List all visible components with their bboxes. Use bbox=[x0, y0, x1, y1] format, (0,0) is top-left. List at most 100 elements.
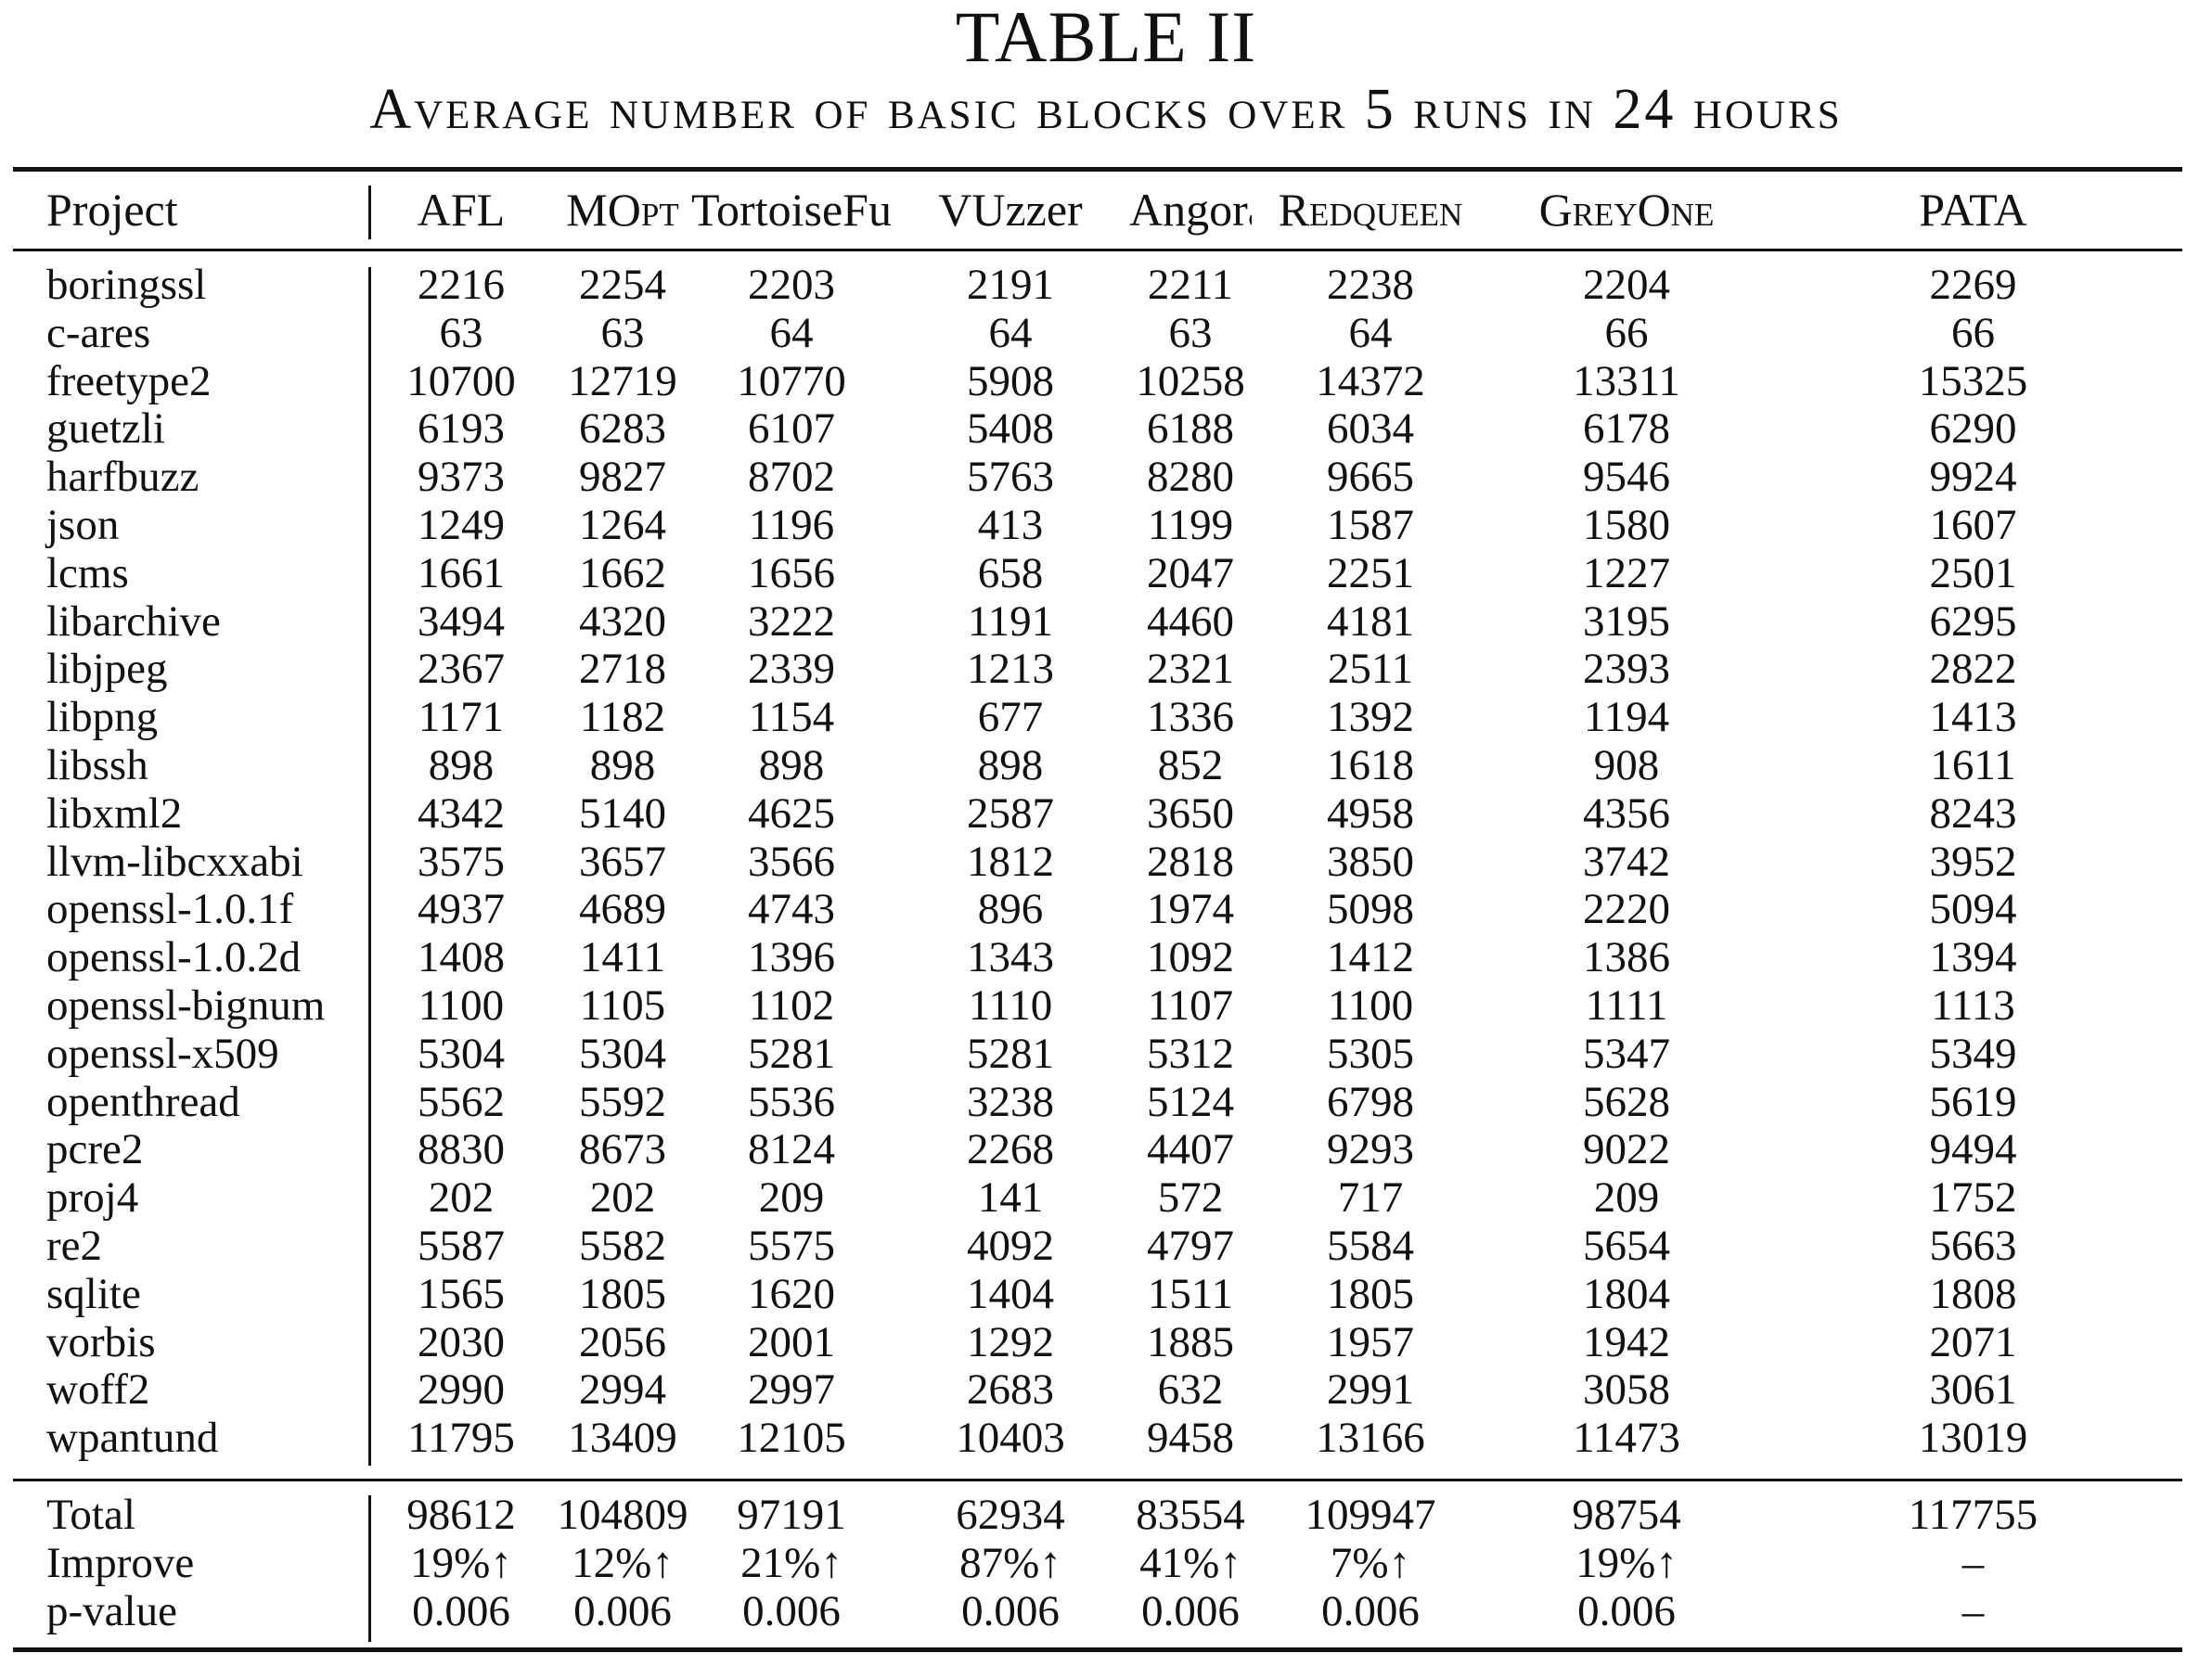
table-cell: 1805 bbox=[1327, 1270, 1414, 1318]
table-cell: 2238 bbox=[1327, 262, 1414, 309]
row-label: pcre2 bbox=[46, 1126, 144, 1174]
summary-row: p-value 0.006 0.006 0.006 0.006 0.006 0.006 0.0… bbox=[13, 1588, 2182, 1636]
table-cell: 2211 bbox=[1147, 262, 1234, 309]
table-cell: 9293 bbox=[1327, 1126, 1414, 1174]
table-cell: 6034 bbox=[1327, 405, 1414, 454]
table-cell: 4958 bbox=[1327, 789, 1414, 838]
table-cell: 2047 bbox=[1147, 549, 1234, 597]
table-cell: 2997 bbox=[748, 1366, 835, 1415]
row-label: openssl-x509 bbox=[46, 1030, 279, 1078]
row-label: libpng bbox=[46, 694, 159, 742]
table-cell: 66 bbox=[1951, 309, 1995, 357]
table-row: pcre2 8830 8673 8124 2268 4407 9293 9022 9494 bbox=[13, 1126, 2182, 1174]
table-cell: 9924 bbox=[1929, 454, 2017, 502]
table-cell: 1413 bbox=[1929, 694, 2017, 742]
table-cell: 202 bbox=[428, 1174, 495, 1223]
table-cell: 2991 bbox=[1327, 1366, 1414, 1415]
table-cell: 1110 bbox=[968, 981, 1053, 1030]
row-label: openssl-1.0.1f bbox=[46, 886, 294, 934]
table-cell: 12719 bbox=[568, 357, 677, 405]
table-cell: 4407 bbox=[1147, 1126, 1234, 1174]
table-cell: 677 bbox=[977, 694, 1044, 742]
table-cell: 1408 bbox=[418, 934, 505, 982]
table-cell: 3195 bbox=[1583, 597, 1670, 646]
table-cell: 5408 bbox=[967, 405, 1054, 454]
table-cell: 1194 bbox=[1583, 694, 1670, 742]
table-cell: 2251 bbox=[1327, 549, 1414, 597]
column-header-redqueen: Redqueen bbox=[1278, 184, 1463, 236]
table-cell: 3742 bbox=[1583, 838, 1670, 886]
table-cell: 8124 bbox=[748, 1126, 835, 1174]
table-row: openthread 5562 5592 5536 3238 5124 6798 5628 56… bbox=[13, 1079, 2182, 1127]
column-header-mopt: MOpt bbox=[566, 184, 679, 236]
table-cell: 3494 bbox=[418, 597, 505, 646]
table-cell: 6798 bbox=[1327, 1078, 1414, 1126]
table-cell: 4356 bbox=[1583, 789, 1670, 838]
table-cell: 8830 bbox=[418, 1126, 505, 1174]
table-cell: 1396 bbox=[748, 934, 835, 982]
table-cell: 1611 bbox=[1930, 741, 2016, 789]
table-cell: 209 bbox=[758, 1174, 825, 1223]
table-cell: 6178 bbox=[1583, 405, 1670, 454]
table-cell: 2393 bbox=[1583, 646, 1670, 694]
table-cell: 4320 bbox=[579, 597, 666, 646]
table-cell: 4689 bbox=[579, 886, 666, 934]
column-header-vuzzer: VUzzer bbox=[938, 184, 1083, 236]
column-header-afl: AFL bbox=[417, 184, 506, 236]
table-cell: 4625 bbox=[748, 789, 835, 838]
header-row: Project AFL MOpt TortoiseFuzz VUzzer Ang… bbox=[13, 173, 2182, 247]
table-number: TABLE II bbox=[955, 0, 1257, 77]
table-cell: 898 bbox=[758, 741, 825, 789]
table-caption: Average number of basic blocks over 5 ru… bbox=[369, 78, 1843, 141]
table-cell: 1804 bbox=[1583, 1270, 1670, 1318]
table-cell: 4181 bbox=[1327, 597, 1414, 646]
header-rule bbox=[13, 249, 2182, 251]
table-cell: 5304 bbox=[418, 1030, 505, 1078]
row-label: lcms bbox=[46, 549, 129, 597]
table-cell: 3952 bbox=[1929, 838, 2017, 886]
table-row: openssl-1.0.1f 4937 4689 4743 896 1974 5098 222… bbox=[13, 886, 2182, 934]
table-cell: 1196 bbox=[748, 501, 835, 549]
table-cell: 2501 bbox=[1929, 549, 2017, 597]
table-cell: 4460 bbox=[1147, 597, 1234, 646]
table-cell: 5628 bbox=[1583, 1078, 1670, 1126]
table-row: json 1249 1264 1196 413 1199 1587 1580 1607 bbox=[13, 502, 2182, 550]
table-row: boringssl 2216 2254 2203 2191 2211 2238 2204 226… bbox=[13, 262, 2182, 310]
table-cell: 9494 bbox=[1929, 1126, 2017, 1174]
table-cell: 1808 bbox=[1929, 1270, 2017, 1318]
table-cell: 5124 bbox=[1147, 1078, 1234, 1126]
table-cell: 1111 bbox=[1585, 981, 1668, 1030]
table-row: harfbuzz 9373 9827 8702 5763 8280 9665 9546 9924 bbox=[13, 454, 2182, 502]
table-cell: – bbox=[1961, 1539, 1985, 1587]
table-cell: 11795 bbox=[407, 1415, 515, 1463]
table-cell: 1336 bbox=[1147, 694, 1234, 742]
table-cell: 5312 bbox=[1147, 1030, 1234, 1078]
table-cell: 0.006 bbox=[573, 1587, 672, 1635]
table-cell: 9373 bbox=[418, 454, 505, 502]
table-cell: 1411 bbox=[579, 934, 666, 982]
row-label: libjpeg bbox=[46, 646, 168, 694]
table-cell: 4797 bbox=[1147, 1222, 1234, 1270]
table-cell: 19%↑ bbox=[410, 1539, 512, 1587]
table-row: llvm-libcxxabi 3575 3657 3566 1812 2818 3850 37… bbox=[13, 839, 2182, 887]
table-cell: 2990 bbox=[418, 1366, 505, 1415]
table-cell: 2321 bbox=[1147, 646, 1234, 694]
table-cell: 12105 bbox=[737, 1415, 846, 1463]
table-cell: 1511 bbox=[1147, 1270, 1234, 1318]
table-cell: 658 bbox=[977, 549, 1044, 597]
table-cell: 1100 bbox=[1327, 981, 1414, 1030]
table-cell: 6107 bbox=[748, 405, 835, 454]
table-cell: 4092 bbox=[967, 1222, 1054, 1270]
table-cell: 64 bbox=[769, 309, 814, 357]
table-cell: 5094 bbox=[1929, 886, 2017, 934]
table-cell: 5140 bbox=[579, 789, 666, 838]
table-cell: 2511 bbox=[1327, 646, 1414, 694]
table-cell: 1171 bbox=[418, 694, 505, 742]
table-cell: 5663 bbox=[1929, 1222, 2017, 1270]
table-cell: 5592 bbox=[579, 1078, 666, 1126]
table-cell: 632 bbox=[1157, 1366, 1224, 1415]
column-header-tortoisefuzz: TortoiseFuzz bbox=[691, 184, 892, 236]
table-cell: 2268 bbox=[967, 1126, 1054, 1174]
table-cell: 1386 bbox=[1583, 934, 1670, 982]
table-cell: 1102 bbox=[748, 981, 835, 1030]
